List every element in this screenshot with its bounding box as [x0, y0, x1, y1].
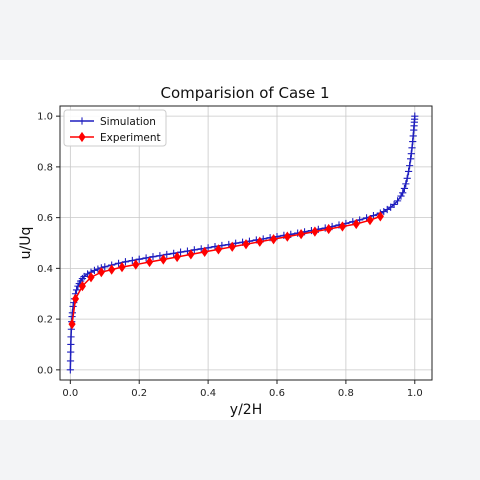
series-simulation	[66, 112, 419, 374]
plot-frame	[59, 105, 433, 381]
simulation-point	[190, 246, 198, 254]
legend-swatch-marker	[78, 117, 86, 125]
x-tick-label: 0.6	[269, 388, 285, 399]
experiment-point	[366, 215, 374, 226]
simulation-point	[114, 259, 123, 267]
simulation-point	[407, 155, 415, 163]
simulation-point	[204, 244, 212, 252]
simulation-point	[67, 340, 75, 349]
simulation-point	[163, 250, 171, 259]
experiment-point	[228, 241, 236, 252]
y-tick-label: 0.4	[37, 264, 53, 275]
experiment-point	[297, 228, 305, 240]
experiment-point	[187, 249, 195, 260]
experiment-point	[108, 264, 116, 275]
experiment-point	[97, 267, 105, 278]
experiment-point	[269, 234, 278, 245]
experiment-point	[283, 231, 291, 242]
experiment-point	[376, 211, 384, 222]
simulation-point	[135, 255, 143, 263]
simulation-point	[72, 286, 81, 294]
experiment-point	[173, 251, 181, 263]
experiment-point	[256, 236, 264, 247]
simulation-point	[66, 357, 75, 365]
simulation-point	[67, 348, 75, 356]
legend-label: Simulation	[100, 116, 156, 128]
simulation-point	[390, 200, 398, 209]
legend-swatch-marker	[78, 131, 86, 143]
simulation-point	[101, 263, 109, 271]
simulation-point	[407, 150, 415, 158]
experiment-point	[214, 244, 223, 255]
series-experiment	[68, 211, 384, 330]
bottom-band	[0, 420, 480, 480]
simulation-point	[69, 302, 77, 311]
experiment-point	[87, 272, 95, 283]
experiment-point	[68, 319, 76, 330]
y-tick-label: 0.8	[37, 162, 53, 173]
legend: Simulation Experiment	[63, 109, 167, 147]
x-tick-label: 0.8	[338, 388, 354, 399]
y-axis-ticks: 0.0 0.2 0.4 0.6 0.8 1.0	[37, 112, 60, 376]
simulation-point	[90, 266, 99, 274]
simulation-point	[156, 252, 164, 260]
series-layer	[66, 112, 419, 374]
simulation-point	[121, 258, 130, 266]
simulation-point	[404, 167, 413, 176]
grid-lines	[60, 106, 432, 380]
simulation-point	[176, 248, 185, 256]
experiment-point	[338, 221, 347, 232]
x-axis-label: y/2H	[230, 402, 262, 418]
legend-items: Simulation Experiment	[70, 116, 161, 144]
experiment-point	[145, 256, 154, 268]
x-tick-label: 0.4	[200, 388, 216, 399]
experiment-point	[132, 259, 140, 270]
experiment-point	[201, 246, 209, 258]
experiment-point	[311, 226, 319, 237]
y-tick-label: 0.6	[37, 213, 53, 224]
x-tick-label: 0.0	[62, 388, 78, 399]
y-tick-label: 0.2	[37, 315, 53, 326]
simulation-point	[397, 192, 405, 200]
simulation-point	[411, 112, 419, 120]
x-tick-label: 0.2	[131, 388, 147, 399]
legend-label: Experiment	[100, 132, 161, 144]
experiment-point	[352, 218, 360, 230]
experiment-point	[325, 223, 333, 235]
simulation-point	[393, 197, 402, 205]
simulation-point	[66, 366, 74, 374]
y-tick-label: 0.0	[37, 365, 53, 376]
simulation-point	[406, 162, 414, 170]
x-tick-label: 1.0	[407, 388, 423, 399]
chart-title: Comparision of Case 1	[161, 84, 330, 102]
top-band	[0, 0, 480, 60]
experiment-point	[118, 261, 126, 273]
y-axis-label: u/Uq	[18, 227, 34, 260]
simulation-point	[399, 189, 407, 197]
simulation-point	[142, 254, 150, 262]
experiment-point	[242, 239, 250, 250]
experiment-point	[71, 293, 80, 304]
experiment-point	[159, 254, 167, 265]
simulation-point	[67, 333, 75, 341]
simulation-point	[403, 174, 411, 182]
simulation-point	[402, 180, 410, 188]
simulation-point	[369, 212, 378, 220]
simulation-point	[128, 256, 136, 265]
y-tick-label: 1.0	[37, 112, 53, 123]
simulation-point	[149, 253, 157, 261]
simulation-point	[400, 184, 409, 193]
experiment-point	[78, 281, 86, 292]
simulation-point	[408, 144, 416, 152]
simulation-point	[218, 241, 226, 250]
simulation-point	[68, 309, 76, 317]
x-axis-ticks: 0.0 0.2 0.4 0.6 0.8 1.0	[62, 380, 423, 399]
